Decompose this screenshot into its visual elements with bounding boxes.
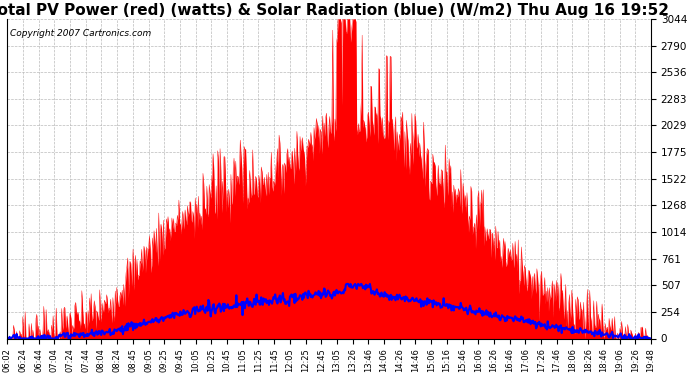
Title: Total PV Power (red) (watts) & Solar Radiation (blue) (W/m2) Thu Aug 16 19:52: Total PV Power (red) (watts) & Solar Rad…: [0, 3, 669, 18]
Text: Copyright 2007 Cartronics.com: Copyright 2007 Cartronics.com: [10, 28, 152, 38]
